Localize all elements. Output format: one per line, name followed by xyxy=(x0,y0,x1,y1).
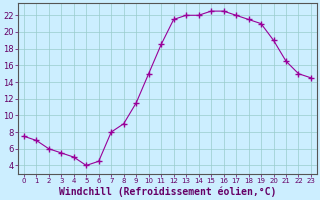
X-axis label: Windchill (Refroidissement éolien,°C): Windchill (Refroidissement éolien,°C) xyxy=(59,187,276,197)
